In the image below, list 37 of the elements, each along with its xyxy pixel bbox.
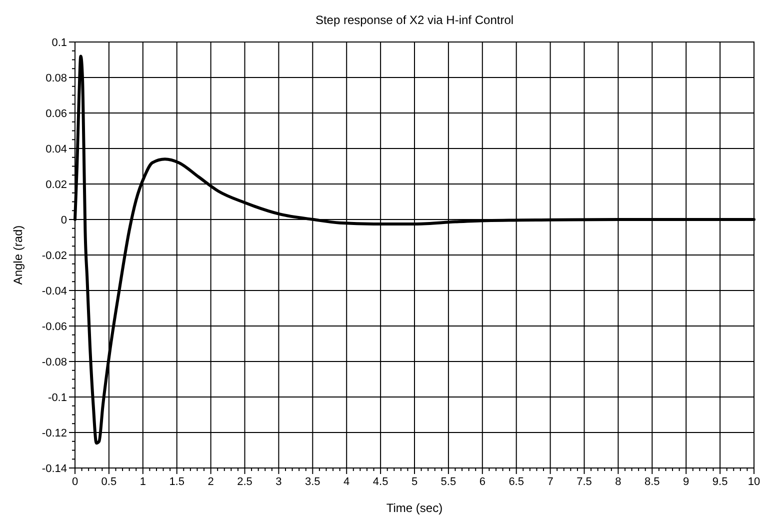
x-tick-label: 5.5 [440,476,456,488]
y-tick-label: -0.08 [42,356,67,368]
x-tick-label: 7 [547,476,554,488]
y-tick-label: -0.04 [42,285,67,298]
x-tick-label: 9.5 [712,476,728,488]
x-tick-label: 1 [140,476,146,488]
x-tick-label: 0.5 [101,476,117,488]
x-axis-title: Time (sec) [386,501,443,515]
x-tick-label: 10 [748,476,760,488]
x-tick-label: 5 [411,476,418,488]
y-tick-label: 0.06 [46,108,67,120]
y-tick-label: 0.04 [46,143,67,156]
x-tick-label: 8.5 [644,476,660,488]
x-tick-label: 9 [683,476,690,488]
y-tick-label: -0.1 [48,392,67,404]
x-tick-label: 3 [276,476,282,488]
y-tick-label: -0.06 [42,320,67,333]
y-tick-label: 0 [60,214,67,226]
y-tick-label: 0.1 [52,36,67,49]
x-tick-label: 1.5 [169,476,184,488]
chart-title: Step response of X2 via H-inf Control [315,13,514,27]
y-tick-label: 0.08 [46,72,67,84]
x-tick-label: 6.5 [508,476,524,488]
y-tick-label: -0.12 [42,427,67,440]
y-tick-label: -0.02 [42,250,67,262]
x-tick-label: 2.5 [237,476,252,488]
x-tick-label: 4 [344,476,350,488]
y-tick-label: 0.02 [46,178,67,191]
x-tick-label: 3.5 [305,476,320,488]
x-tick-label: 7.5 [576,476,592,488]
y-axis-title: Angle (rad) [11,225,25,285]
x-tick-label: 4.5 [372,476,388,488]
x-tick-label: 0 [72,476,78,488]
x-tick-label: 6 [479,476,486,488]
x-tick-label: 8 [615,476,622,488]
x-tick-label: 2 [208,476,214,488]
y-tick-label: -0.14 [42,462,67,475]
